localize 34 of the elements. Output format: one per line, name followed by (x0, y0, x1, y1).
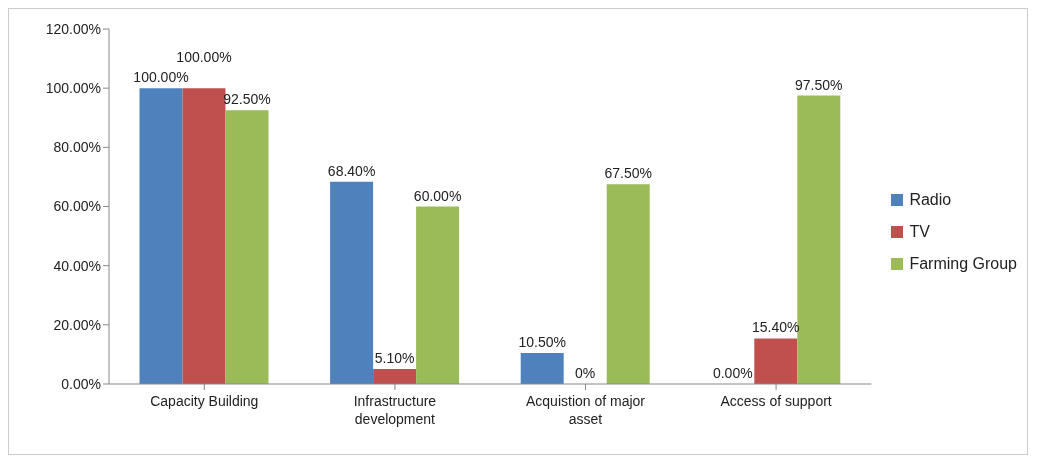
x-tick-label: Access of support (720, 393, 832, 409)
bar (606, 184, 650, 384)
bar (373, 368, 417, 384)
data-label: 10.50% (518, 333, 566, 350)
legend-label: Farming Group (909, 254, 1017, 273)
legend-label: Radio (909, 190, 952, 209)
legend-label: TV (909, 222, 930, 241)
y-tick-label: 40.00% (53, 257, 101, 274)
data-label: 0.00% (712, 364, 753, 381)
y-tick-label: 120.00% (45, 20, 101, 37)
y-tick-label: 80.00% (53, 139, 101, 156)
y-tick-label: 100.00% (45, 80, 101, 97)
y-tick-label: 20.00% (53, 316, 101, 333)
bar (139, 88, 183, 384)
bar (330, 181, 374, 384)
bar (416, 206, 460, 384)
bar (182, 88, 226, 384)
x-tick-label: Acquistion of major asset (525, 393, 646, 427)
x-tick-label: Capacity Building (150, 393, 259, 409)
y-tick-label: 0.00% (61, 375, 101, 392)
data-label: 100.00% (176, 49, 232, 66)
data-label: 97.50% (795, 76, 843, 93)
x-tick-label: Infrastructure development (353, 393, 437, 427)
bar (520, 352, 564, 384)
data-label: 68.40% (327, 162, 376, 179)
data-label: 60.00% (413, 187, 462, 204)
bar (754, 338, 798, 384)
data-label: 5.10% (374, 349, 415, 366)
bar (797, 95, 841, 384)
y-tick-label: 60.00% (53, 198, 101, 215)
data-label: 0% (575, 364, 596, 381)
data-label: 100.00% (133, 69, 189, 86)
data-label: 67.50% (604, 165, 652, 182)
bar (225, 110, 269, 384)
